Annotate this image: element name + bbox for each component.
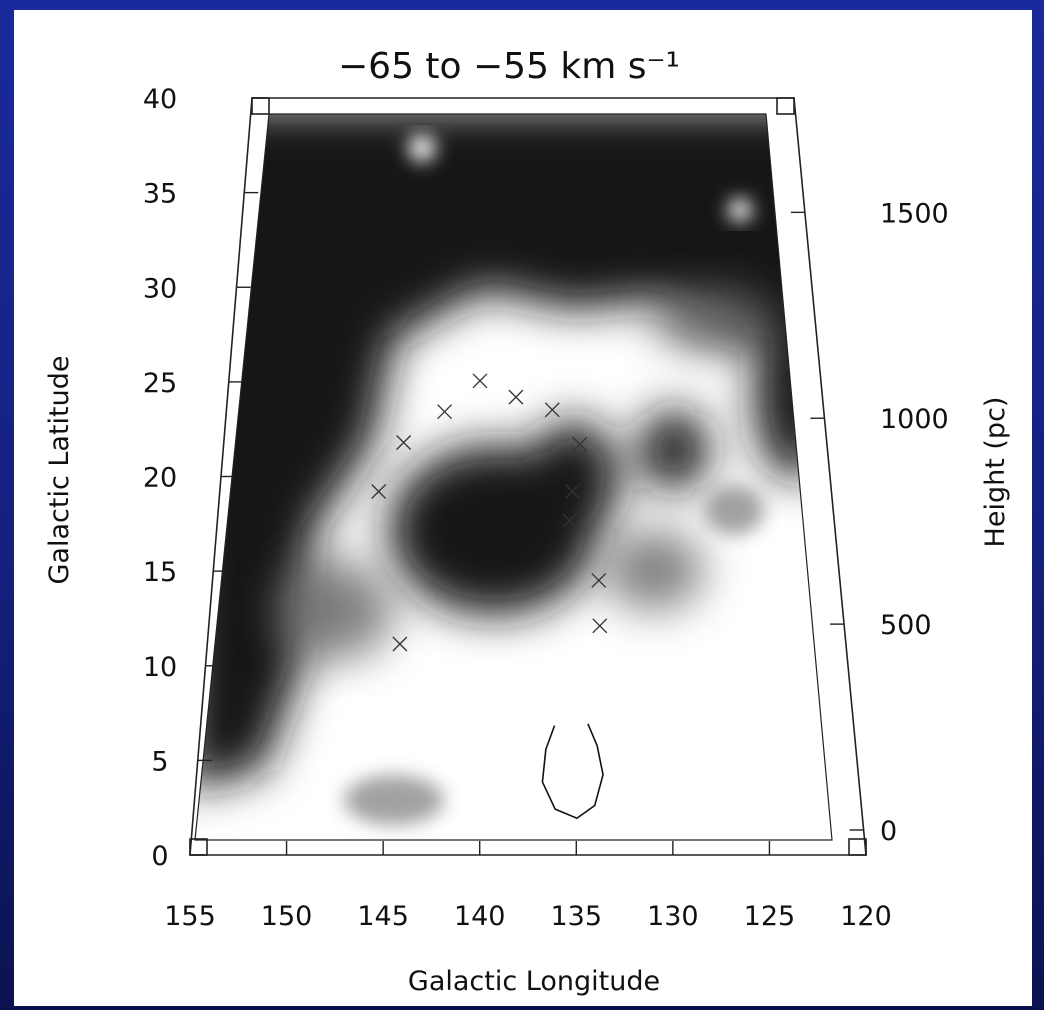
x-marker bbox=[544, 402, 560, 418]
contour-layer bbox=[541, 723, 604, 820]
map-figure: −65 to −55 km s⁻¹ bbox=[44, 46, 1011, 997]
y-tick-label: 40 bbox=[143, 84, 177, 115]
x-tick-label: 125 bbox=[744, 901, 796, 932]
y-tick-label: 25 bbox=[143, 368, 177, 399]
x-marker-stroke bbox=[591, 572, 607, 588]
x-marker-stroke bbox=[572, 436, 588, 452]
x-marker-stroke bbox=[564, 484, 580, 499]
x-marker bbox=[396, 435, 412, 450]
x-marker bbox=[592, 618, 608, 634]
y2-tick-label: 500 bbox=[880, 610, 932, 641]
x-marker bbox=[562, 513, 577, 529]
y2-axis-ticks: 0 500 1000 1500 bbox=[790, 198, 949, 847]
x-marker-stroke bbox=[508, 389, 524, 405]
x-marker-stroke bbox=[437, 404, 453, 420]
contour-line bbox=[541, 723, 604, 820]
slide-panel: −65 to −55 km s⁻¹ bbox=[14, 10, 1032, 1006]
x-marker-stroke bbox=[562, 513, 577, 529]
x-marker bbox=[564, 484, 580, 499]
x-tick-label: 120 bbox=[840, 901, 892, 932]
x-marker bbox=[437, 404, 453, 420]
x-marker bbox=[472, 373, 488, 389]
x-marker bbox=[371, 484, 387, 499]
x-marker-stroke bbox=[544, 402, 560, 418]
y-tick-label: 20 bbox=[143, 463, 177, 494]
x-tick-label: 155 bbox=[164, 901, 216, 932]
x-tick-label: 140 bbox=[454, 901, 506, 932]
y-tick-label: 35 bbox=[143, 179, 177, 210]
x-marker-stroke bbox=[472, 373, 488, 389]
chart-title: −65 to −55 km s⁻¹ bbox=[338, 46, 680, 87]
y2-axis-label: Height (pc) bbox=[980, 397, 1011, 548]
x-marker-stroke bbox=[592, 618, 608, 634]
x-axis-ticks: 155 150 145 140 135 130 125 120 bbox=[164, 841, 892, 932]
x-tick-label: 130 bbox=[647, 901, 699, 932]
heatmap-image bbox=[195, 114, 832, 840]
y2-tick-label: 1500 bbox=[880, 198, 949, 229]
x-tick-label: 135 bbox=[551, 901, 603, 932]
y-tick-label: 10 bbox=[143, 652, 177, 683]
y2-tick-label: 0 bbox=[880, 816, 897, 847]
x-marker bbox=[572, 436, 588, 452]
x-marker-stroke bbox=[392, 636, 408, 652]
y-tick-label: 30 bbox=[143, 273, 177, 304]
x-marker bbox=[508, 389, 524, 405]
x-marker bbox=[392, 636, 408, 652]
x-marker-stroke bbox=[371, 484, 387, 499]
y-tick-label: 5 bbox=[151, 746, 168, 777]
marker-layer bbox=[371, 373, 608, 652]
y-tick-label: 0 bbox=[151, 841, 168, 872]
x-axis-label: Galactic Longitude bbox=[408, 966, 660, 997]
x-marker-stroke bbox=[396, 435, 412, 450]
y-axis-ticks: 0 5 10 15 20 25 30 35 40 bbox=[143, 84, 266, 872]
x-tick-label: 150 bbox=[261, 901, 313, 932]
y-tick-label: 15 bbox=[143, 557, 177, 588]
x-tick-label: 145 bbox=[357, 901, 409, 932]
x-marker bbox=[591, 572, 607, 588]
y-axis-label: Galactic Latitude bbox=[44, 356, 75, 585]
y2-tick-label: 1000 bbox=[880, 404, 949, 435]
